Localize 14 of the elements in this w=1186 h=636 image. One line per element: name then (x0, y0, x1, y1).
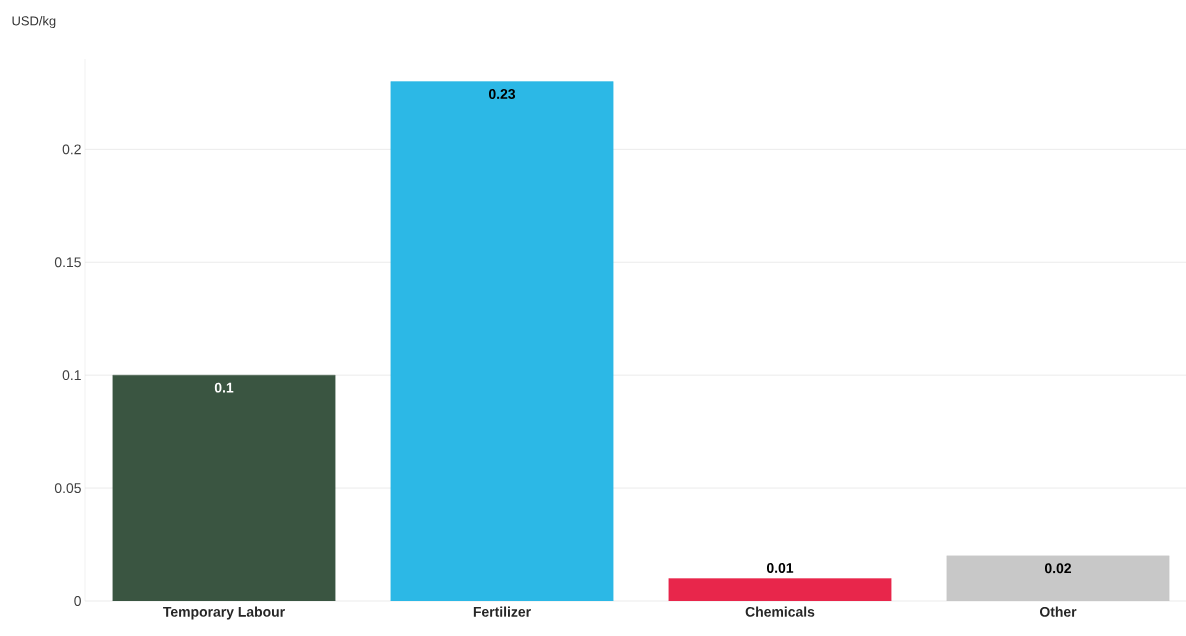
x-tick-label: Other (1039, 606, 1077, 617)
data-label: 0.02 (1044, 563, 1072, 574)
y-tick-label: 0.05 (54, 483, 81, 494)
x-tick-label: Temporary Labour (163, 606, 285, 620)
y-tick-label: 0 (74, 596, 81, 606)
y-tick-label: 0.1 (62, 370, 81, 381)
data-label: 0.1 (214, 382, 234, 393)
y-axis-title: USD/kg (12, 15, 56, 29)
data-label: 0.23 (488, 89, 516, 99)
y-tick-label: 0.15 (54, 257, 81, 268)
y-tick-label: 0.2 (62, 144, 81, 155)
x-tick-label: Chemicals (745, 606, 815, 617)
x-tick-label: Fertilizer (473, 606, 531, 617)
data-label: 0.01 (766, 563, 794, 573)
